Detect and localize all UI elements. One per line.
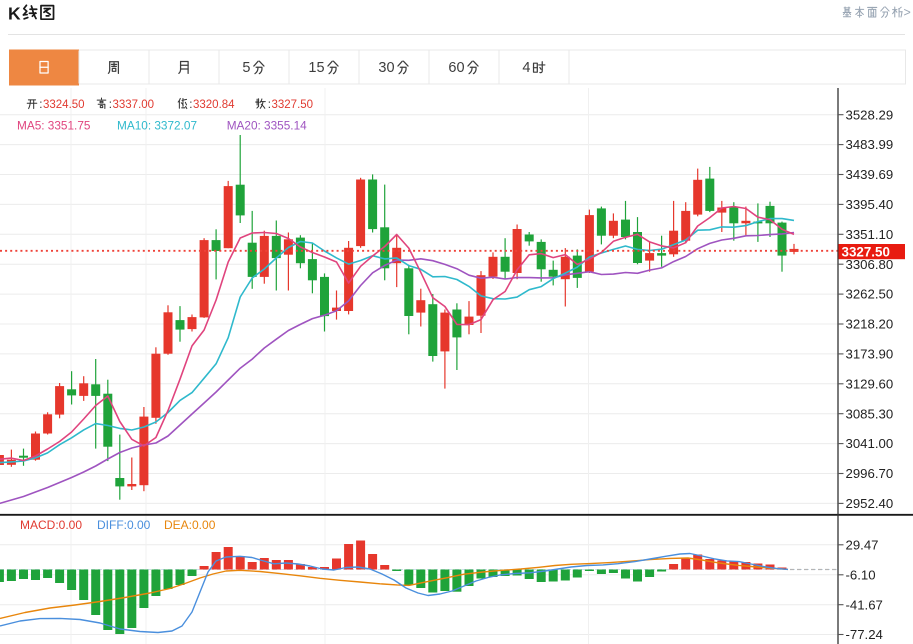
svg-text::: : [39, 99, 42, 111]
svg-text:2996.70: 2996.70 [846, 466, 894, 481]
svg-text:>: > [904, 6, 911, 20]
svg-text:MACD:0.00: MACD:0.00 [20, 518, 82, 532]
svg-text:3483.99: 3483.99 [846, 137, 894, 152]
svg-text:-41.67: -41.67 [846, 597, 883, 612]
svg-text:4: 4 [522, 60, 530, 76]
svg-text:3262.50: 3262.50 [846, 287, 894, 302]
svg-text:MA5: 3351.75: MA5: 3351.75 [17, 118, 91, 132]
svg-text:MA20: 3355.14: MA20: 3355.14 [227, 118, 307, 132]
svg-text:5: 5 [242, 60, 250, 76]
svg-text:3395.40: 3395.40 [846, 197, 894, 212]
svg-text:MA10: 3372.07: MA10: 3372.07 [117, 118, 197, 132]
svg-text:3439.69: 3439.69 [846, 167, 894, 182]
svg-text::: : [268, 99, 271, 111]
svg-text:3320.84: 3320.84 [193, 99, 235, 111]
svg-text::: : [109, 99, 112, 111]
svg-text:DEA:0.00: DEA:0.00 [164, 518, 216, 532]
svg-text:3327.50: 3327.50 [842, 245, 890, 260]
svg-text::: : [189, 99, 192, 111]
svg-text:-6.10: -6.10 [846, 567, 876, 582]
svg-text:3173.90: 3173.90 [846, 347, 894, 362]
svg-text:3085.30: 3085.30 [846, 406, 894, 421]
svg-text:2952.40: 2952.40 [846, 496, 894, 511]
svg-text:3041.00: 3041.00 [846, 436, 894, 451]
svg-text:3218.20: 3218.20 [846, 317, 894, 332]
svg-text:3327.50: 3327.50 [272, 99, 314, 111]
svg-text:-77.24: -77.24 [846, 627, 883, 642]
svg-text:3129.60: 3129.60 [846, 376, 894, 391]
svg-text:29.47: 29.47 [846, 537, 879, 552]
svg-text:3337.00: 3337.00 [113, 99, 155, 111]
svg-text:15: 15 [308, 60, 324, 76]
svg-text:K: K [8, 4, 21, 24]
svg-text:60: 60 [448, 60, 464, 76]
svg-text:DIFF:0.00: DIFF:0.00 [97, 518, 151, 532]
svg-text:3528.29: 3528.29 [846, 107, 894, 122]
svg-text:3306.80: 3306.80 [846, 257, 894, 272]
svg-text:30: 30 [378, 60, 394, 76]
svg-text:3351.10: 3351.10 [846, 227, 894, 242]
svg-text:3324.50: 3324.50 [43, 99, 85, 111]
